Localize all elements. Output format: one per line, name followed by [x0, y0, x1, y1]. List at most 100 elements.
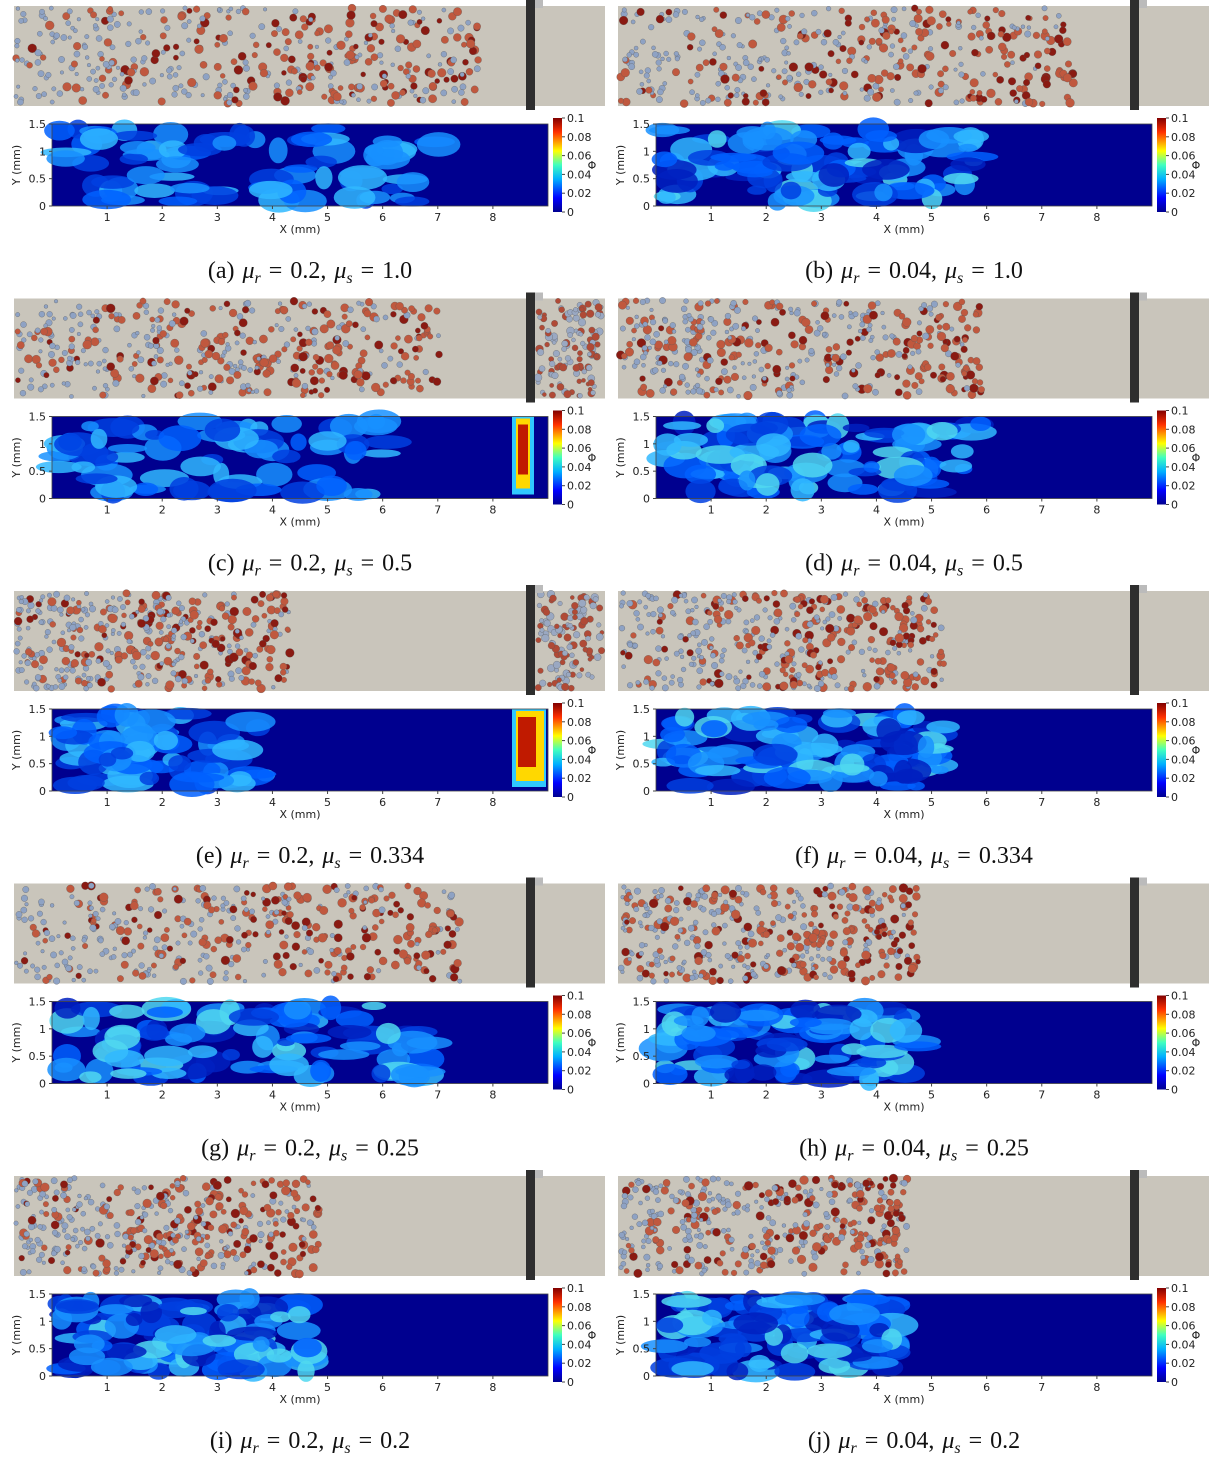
particle — [117, 631, 121, 635]
particle — [458, 89, 464, 95]
colorbar-tick-label: 0.08 — [567, 716, 592, 729]
particle — [290, 337, 295, 342]
particle — [659, 297, 665, 303]
particle — [47, 974, 53, 980]
contour-plot: 1234567800.511.5X (mm)Y (mm)00.020.040.0… — [614, 112, 1201, 236]
particle — [724, 376, 732, 384]
particle — [536, 637, 541, 642]
particle — [810, 652, 816, 658]
particle — [661, 368, 666, 373]
contour-blob — [120, 153, 148, 164]
particle — [894, 74, 901, 81]
particle — [657, 619, 663, 625]
particle — [292, 943, 300, 951]
particle — [807, 684, 811, 688]
particle — [914, 91, 919, 96]
particle — [121, 961, 129, 969]
particle — [116, 926, 125, 935]
y-tick-label: 0.5 — [633, 173, 651, 186]
particle — [830, 931, 838, 939]
particle — [689, 90, 694, 95]
particle — [665, 657, 669, 661]
particle — [896, 351, 902, 357]
particle — [544, 620, 551, 627]
particle — [442, 8, 446, 12]
particle — [240, 333, 246, 339]
particle — [838, 616, 842, 620]
particle — [859, 24, 865, 30]
particle — [184, 383, 190, 389]
particle — [291, 364, 299, 372]
particle — [405, 370, 411, 376]
particle — [805, 326, 813, 334]
contour-blob — [710, 1001, 741, 1023]
particle — [629, 63, 635, 69]
particle — [681, 667, 686, 672]
particle — [151, 361, 156, 366]
particle — [19, 660, 23, 664]
contour-blob — [290, 434, 306, 451]
particle — [227, 644, 231, 648]
particle — [19, 599, 24, 604]
particle — [654, 596, 659, 601]
particle — [149, 883, 155, 889]
contour-blob — [897, 710, 925, 725]
subscript: r — [847, 1148, 854, 1165]
colorbar-label: Φ — [588, 452, 597, 465]
particle — [131, 1269, 135, 1273]
particle — [197, 24, 201, 28]
panel: 1234567800.511.5X (mm)Y (mm)00.020.040.0… — [10, 878, 605, 1165]
particle — [17, 627, 22, 632]
x-tick-label: 1 — [708, 1089, 715, 1102]
particle — [89, 602, 93, 606]
symbol: μ — [333, 258, 346, 284]
particle — [758, 941, 763, 946]
particle — [404, 335, 412, 343]
particle — [154, 888, 161, 895]
particle — [765, 344, 773, 352]
particle — [421, 26, 430, 35]
particle — [413, 40, 421, 48]
particle — [406, 74, 411, 79]
contour-blob — [791, 478, 815, 501]
particle — [1042, 6, 1047, 11]
particle — [214, 63, 221, 70]
particle — [788, 332, 795, 339]
particle — [672, 68, 680, 76]
particle — [653, 659, 660, 666]
particle — [923, 592, 928, 597]
particle — [926, 52, 935, 61]
particle — [325, 38, 331, 44]
particle — [61, 34, 67, 40]
value: 0.04 — [889, 551, 931, 577]
particle — [143, 936, 147, 940]
particle — [20, 390, 26, 396]
particle — [753, 100, 759, 106]
particle — [140, 664, 146, 670]
particle — [695, 383, 700, 388]
particle — [892, 646, 896, 650]
particle — [97, 678, 105, 686]
contour-blob — [663, 421, 701, 430]
particle — [725, 313, 731, 319]
particle — [650, 339, 656, 345]
particle — [722, 648, 727, 653]
particle — [203, 74, 210, 81]
particle — [911, 617, 918, 624]
particle — [644, 73, 650, 79]
particle — [308, 17, 313, 22]
particle — [199, 631, 205, 637]
particle — [643, 322, 648, 327]
caption-label: (b) — [805, 258, 833, 284]
particle — [14, 1188, 18, 1192]
contour-blob — [863, 461, 879, 473]
particle — [186, 38, 191, 43]
particle — [640, 376, 646, 382]
particle — [755, 342, 761, 348]
x-tick-label: 5 — [324, 796, 331, 809]
particle — [685, 347, 691, 353]
particle — [407, 940, 414, 947]
particle — [1065, 61, 1072, 68]
particle — [627, 642, 632, 647]
